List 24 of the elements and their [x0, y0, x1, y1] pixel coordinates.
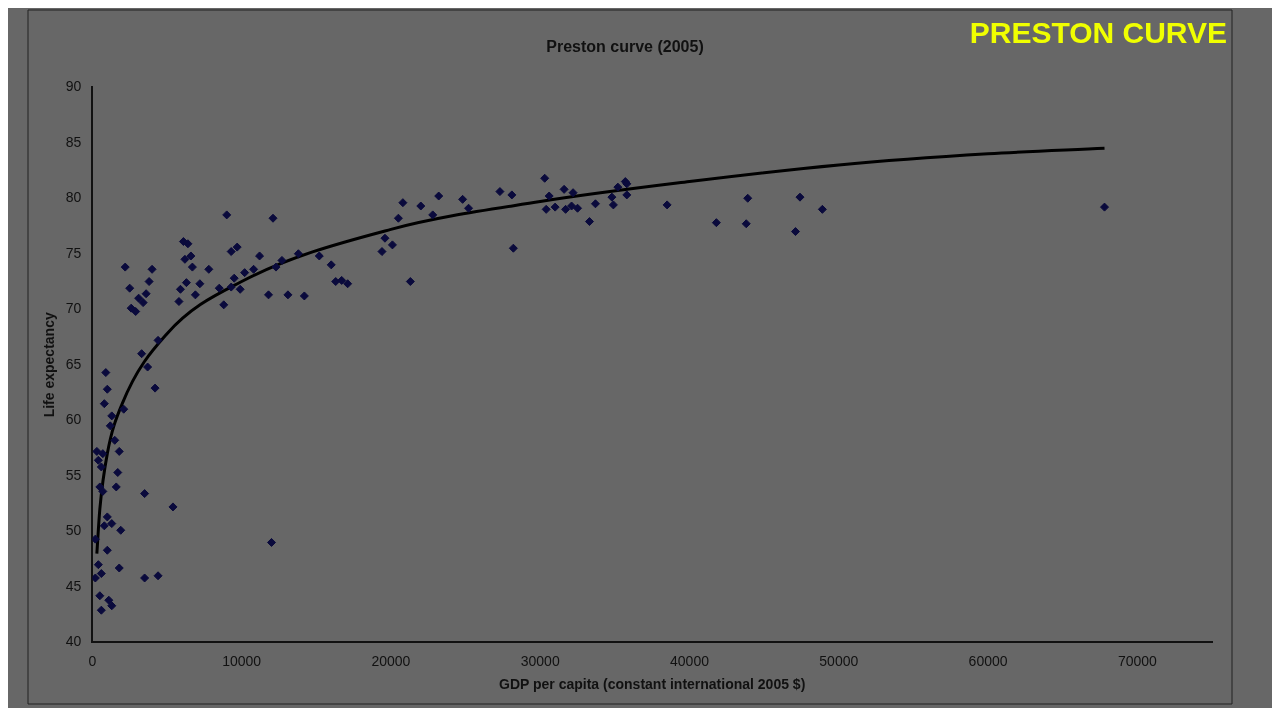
y-tick-label: 80	[65, 189, 82, 206]
y-tick-label: 90	[65, 78, 82, 95]
x-tick-label: 0	[88, 652, 97, 669]
y-axis-title: Life expectancy	[41, 312, 58, 418]
y-tick-label: 75	[65, 244, 82, 261]
text: PRESTON CURVE	[969, 16, 1227, 50]
x-tick-label: 30000	[520, 652, 560, 669]
y-tick-label: 65	[65, 355, 82, 372]
x-axis-title: GDP per capita (constant international 2005 $)	[499, 676, 806, 693]
x-tick-label: 20000	[371, 652, 411, 669]
x-tick-label: 60000	[968, 652, 1008, 669]
x-tick-label: 50000	[819, 652, 859, 669]
y-tick-label: 60	[65, 411, 82, 428]
y-tick-label: 55	[65, 466, 82, 483]
x-tick-label: 70000	[1117, 652, 1158, 669]
x-tick-label: 10000	[222, 652, 262, 669]
y-tick-label: 85	[65, 133, 82, 150]
x-tick-label: 40000	[670, 652, 710, 669]
y-tick-label: 70	[65, 300, 82, 317]
line-series	[95, 146, 1107, 556]
y-tick-label: 40	[65, 633, 82, 650]
chart-title: Preston curve (2005)	[546, 38, 704, 56]
y-tick-label: 50	[65, 522, 82, 539]
y-tick-label: 45	[65, 577, 82, 594]
